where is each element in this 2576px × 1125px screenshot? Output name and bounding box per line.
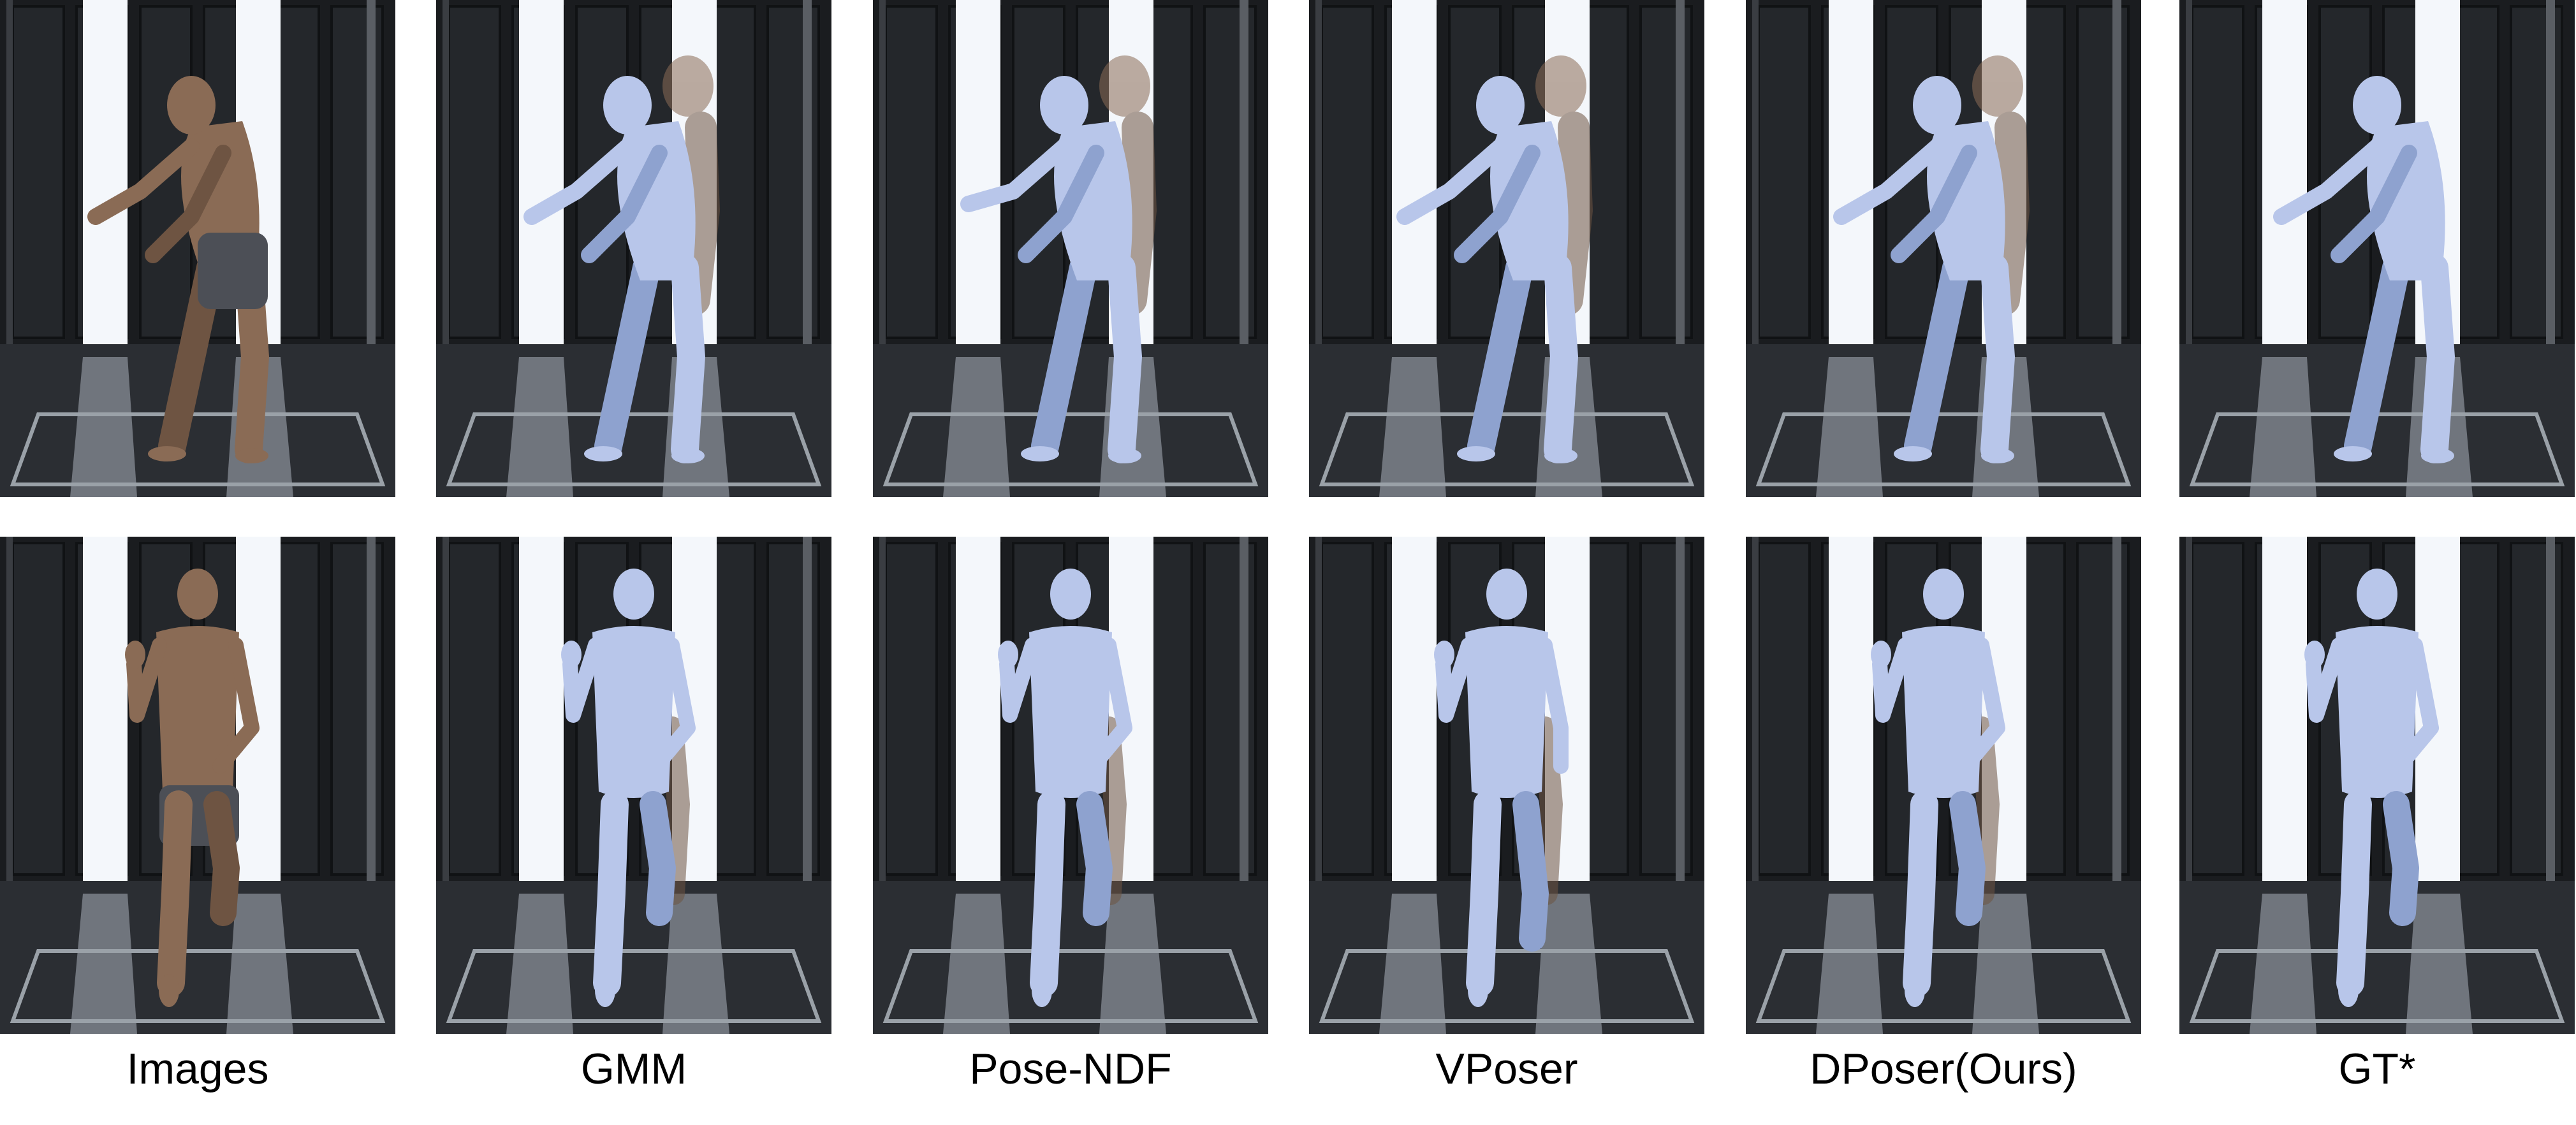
floor-plate <box>1755 949 2132 1023</box>
studio-floor <box>2179 881 2575 1034</box>
panel-gt-row-1 <box>2179 0 2575 497</box>
panel-dposer-row-2 <box>1746 537 2141 1034</box>
caption-images: Images <box>126 1045 269 1093</box>
caption-posendf: Pose-NDF <box>969 1045 1172 1093</box>
caption-gt: GT* <box>2338 1045 2416 1093</box>
light-column-left <box>519 537 564 894</box>
light-column-left <box>1829 537 1873 894</box>
body-mesh <box>2273 76 2455 463</box>
caption-gmm: GMM <box>580 1045 687 1093</box>
floor-plate <box>10 949 386 1023</box>
panel-gt-row-2 <box>2179 537 2575 1034</box>
studio-floor <box>1746 881 2141 1034</box>
light-column-left <box>956 0 1000 357</box>
floor-plate <box>1319 949 1695 1023</box>
floor-plate <box>2189 949 2565 1023</box>
light-column-left <box>1392 537 1437 894</box>
panel-posendf-row-2 <box>873 537 1268 1034</box>
panel-images-row-2 <box>0 537 395 1034</box>
body-mesh <box>960 76 1142 463</box>
caption-dposer: DPoser(Ours) <box>1810 1045 2077 1093</box>
body-mesh <box>2304 569 2439 1007</box>
studio-floor <box>873 881 1268 1034</box>
subject-photo <box>125 569 260 1007</box>
body-mesh <box>998 569 1132 1007</box>
body-mesh <box>523 76 705 463</box>
light-column-left <box>83 537 128 894</box>
panel-dposer-row-1 <box>1746 0 2141 497</box>
light-column-left <box>2262 0 2307 357</box>
panel-gmm-row-2 <box>436 537 831 1034</box>
light-column-left <box>83 0 128 357</box>
light-column-left <box>1829 0 1873 357</box>
floor-plate <box>446 949 822 1023</box>
light-column-left <box>956 537 1000 894</box>
body-mesh <box>1434 569 1569 1007</box>
studio-floor <box>1309 881 1704 1034</box>
body-mesh <box>1396 76 1578 463</box>
body-mesh <box>1871 569 2005 1007</box>
studio-floor <box>436 881 831 1034</box>
light-column-left <box>519 0 564 357</box>
studio-floor <box>0 881 395 1034</box>
panel-vposer-row-1 <box>1309 0 1704 497</box>
body-mesh <box>561 569 696 1007</box>
caption-vposer: VPoser <box>1435 1045 1578 1093</box>
light-column-left <box>1392 0 1437 357</box>
panel-images-row-1 <box>0 0 395 497</box>
subject-photo <box>87 76 269 463</box>
panel-posendf-row-1 <box>873 0 1268 497</box>
light-column-left <box>2262 537 2307 894</box>
panel-vposer-row-2 <box>1309 537 1704 1034</box>
body-mesh <box>1833 76 2015 463</box>
floor-plate <box>882 949 1259 1023</box>
panel-gmm-row-1 <box>436 0 831 497</box>
